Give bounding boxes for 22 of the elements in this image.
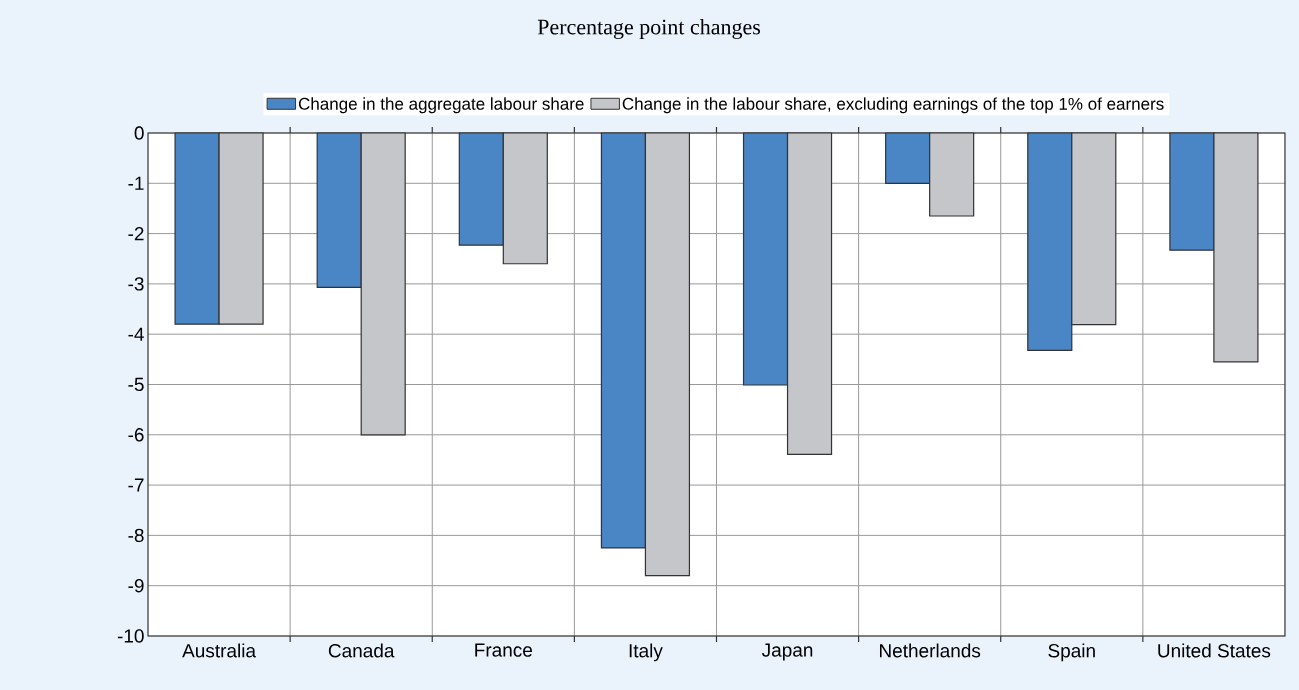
y-tick-label: -7 (128, 478, 144, 492)
x-tick-label: Italy (629, 643, 663, 662)
x-tick-label: France (475, 643, 533, 657)
y-tick-label: -10 (117, 629, 144, 643)
x-tick-label: Canada (328, 643, 395, 658)
y-tick-label: -9 (128, 578, 144, 593)
y-tick-label: -1 (128, 176, 144, 190)
x-tick-label: Australia (182, 643, 257, 658)
y-tick-label: 0 (134, 126, 144, 140)
y-tick-label: -8 (128, 528, 144, 543)
x-tick-label: United States (1158, 643, 1271, 658)
legend-label: Change in the aggregate labour share (298, 97, 584, 114)
y-tick-label: -4 (128, 327, 144, 341)
y-tick-label: -2 (128, 226, 144, 241)
y-tick-label: -3 (128, 277, 144, 291)
x-tick-label: Japan (761, 643, 813, 661)
y-tick-label: -6 (128, 428, 144, 442)
legend-label: Change in the labour share, excluding earnings of the top 1% of earners (622, 97, 1164, 114)
x-tick-label: Spain (1048, 643, 1095, 662)
x-tick-label: Netherlands (880, 643, 981, 658)
chart-title: Percentage point changes (537, 18, 761, 39)
y-tick-label: -5 (128, 377, 144, 392)
